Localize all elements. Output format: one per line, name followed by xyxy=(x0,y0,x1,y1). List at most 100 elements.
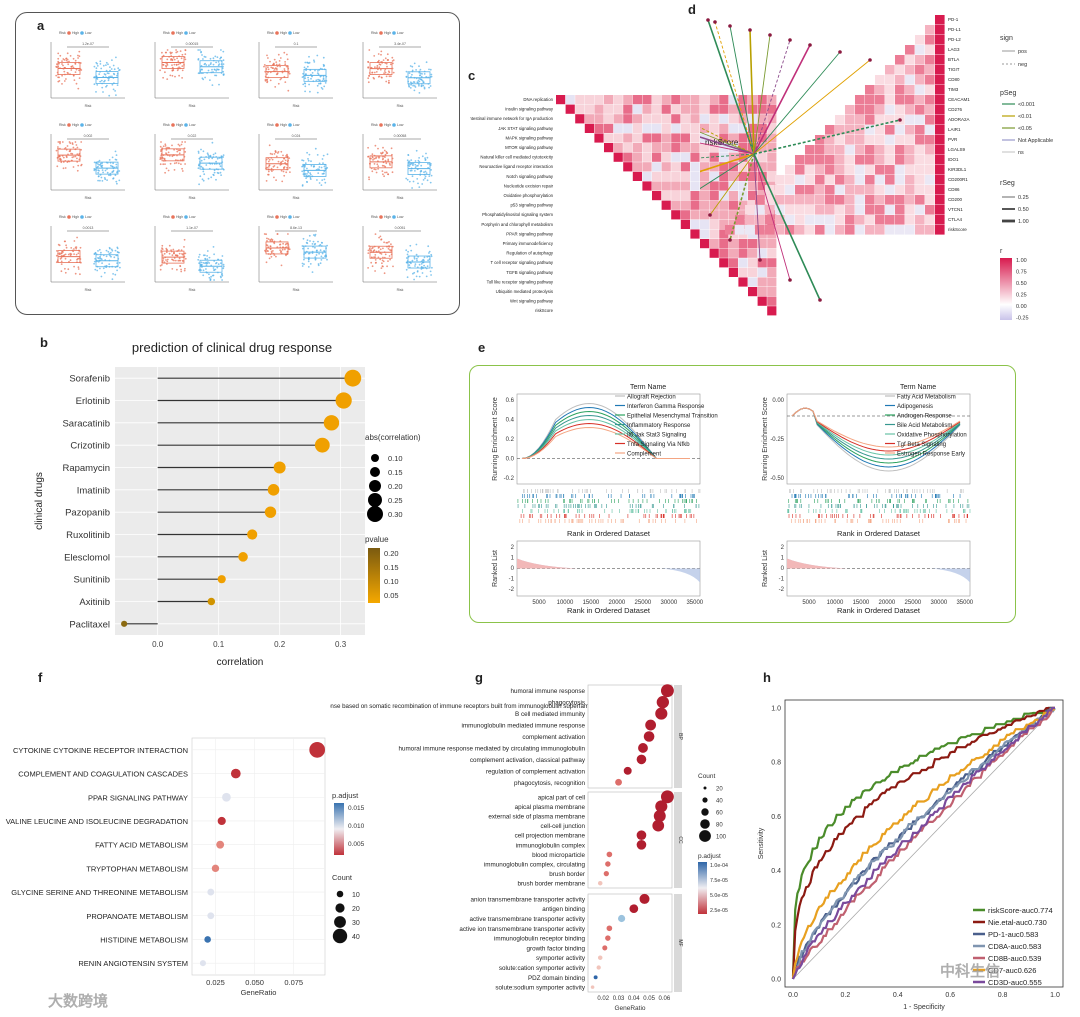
rank-xlabel-top: Rank in Ordered Dataset xyxy=(837,529,921,538)
go-term-label: complement activation xyxy=(522,734,585,741)
go-dot xyxy=(660,790,674,804)
data-point xyxy=(59,257,62,260)
data-point xyxy=(204,254,206,257)
data-point xyxy=(77,87,80,90)
data-point xyxy=(392,62,394,65)
heatmap-cell xyxy=(925,65,935,75)
drug-label: Erlotinib xyxy=(76,396,110,407)
legend-title: Term Name xyxy=(900,384,936,391)
correlation-line xyxy=(714,21,755,155)
heatmap-cell xyxy=(925,185,935,195)
data-point xyxy=(420,75,423,78)
data-point xyxy=(174,259,177,262)
heatmap-cell xyxy=(905,55,915,65)
data-point xyxy=(405,257,408,259)
correlation-line xyxy=(700,142,755,155)
data-point xyxy=(367,81,370,84)
data-point xyxy=(166,49,169,51)
size-legend-label: 0.20 xyxy=(388,482,403,491)
data-point xyxy=(275,155,278,158)
data-point xyxy=(382,157,384,160)
data-point xyxy=(160,141,162,143)
data-point xyxy=(288,157,291,160)
line-endpoint xyxy=(758,258,762,262)
data-point xyxy=(172,56,175,59)
data-point xyxy=(301,245,304,247)
data-point xyxy=(302,72,304,75)
data-point xyxy=(116,84,119,86)
data-point xyxy=(416,178,419,180)
data-point xyxy=(310,77,312,80)
data-point xyxy=(100,79,103,82)
color-legend-label: 0.15 xyxy=(384,563,399,572)
data-point xyxy=(74,141,77,143)
data-point xyxy=(301,265,304,267)
heatmap-cell xyxy=(584,95,594,105)
data-point xyxy=(75,144,78,146)
size-legend-dot xyxy=(332,928,348,944)
data-point xyxy=(319,249,322,252)
data-point xyxy=(423,171,425,174)
heatmap-cell xyxy=(719,123,729,133)
data-point xyxy=(314,256,317,258)
data-point xyxy=(108,263,111,265)
heatmap-cell xyxy=(738,210,748,220)
heatmap-cell xyxy=(748,248,758,258)
data-point xyxy=(216,266,219,269)
pathway-label: T cell receptor signaling pathway xyxy=(491,260,554,265)
data-point xyxy=(276,72,279,74)
data-point xyxy=(265,180,268,182)
heatmap-cell xyxy=(755,195,765,205)
data-point xyxy=(373,168,376,171)
data-point xyxy=(177,60,180,63)
heatmap-cell xyxy=(815,135,825,145)
data-point xyxy=(287,233,289,235)
data-point xyxy=(106,72,109,74)
legend-high-label: High xyxy=(176,31,183,35)
go-dot xyxy=(643,731,655,742)
heatmap-cell xyxy=(925,85,935,95)
data-point xyxy=(418,157,420,159)
x-tick-label: 0.02 xyxy=(597,996,609,1002)
heatmap-cell xyxy=(735,225,745,235)
data-point xyxy=(428,252,430,254)
data-point xyxy=(314,246,316,249)
heatmap-cell xyxy=(865,135,875,145)
data-point xyxy=(418,65,420,68)
data-point xyxy=(176,254,179,257)
data-point xyxy=(73,79,76,81)
data-point xyxy=(77,54,79,57)
colorbar-label: 0.75 xyxy=(1016,270,1027,276)
data-point xyxy=(413,271,416,274)
data-point xyxy=(268,144,271,147)
go-term-label: regulation of complement activation xyxy=(486,768,586,775)
data-point xyxy=(165,167,168,170)
heatmap-cell xyxy=(885,95,895,105)
ranked-ylabel: Ranked List xyxy=(492,550,499,587)
colorbar-label: 0.00 xyxy=(1016,304,1027,310)
data-point xyxy=(414,160,417,162)
data-point xyxy=(93,76,96,79)
data-point xyxy=(183,269,186,272)
legend-title: Risk xyxy=(371,215,378,219)
data-point xyxy=(67,268,70,271)
legend-high-dot xyxy=(275,31,279,35)
heatmap-cell xyxy=(652,104,662,114)
data-point xyxy=(114,158,117,161)
heatmap-cell xyxy=(738,200,748,210)
data-point xyxy=(60,161,63,164)
rank-xlabel: Rank in Ordered Dataset xyxy=(567,606,651,615)
data-point xyxy=(209,57,212,60)
data-point xyxy=(425,61,428,64)
data-point xyxy=(377,155,380,158)
heatmap-cell xyxy=(775,215,785,225)
go-term-label: immunoglobulin complex xyxy=(516,842,586,849)
data-point xyxy=(168,244,171,247)
gene-label: riskScore xyxy=(948,227,967,232)
data-point xyxy=(406,178,409,181)
heatmap-cell xyxy=(875,215,885,225)
heatmap-cell xyxy=(748,162,758,172)
data-point xyxy=(64,271,67,274)
data-point xyxy=(183,238,186,241)
